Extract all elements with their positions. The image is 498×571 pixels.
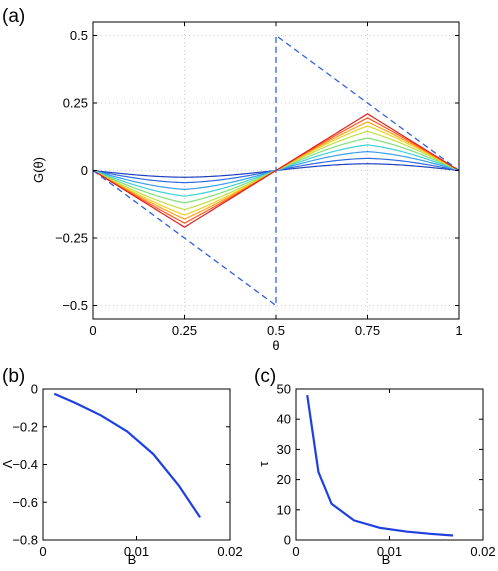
panel-c: (c) 0 0.01 0.02 0 10 20 30 40 50 B τ bbox=[254, 366, 496, 567]
panel-b-ylabel: Λ bbox=[0, 459, 15, 468]
panel-c-letter: (c) bbox=[254, 366, 276, 387]
x-tick-label: 0 bbox=[39, 544, 46, 559]
y-tick-label: −0.8 bbox=[12, 533, 38, 548]
x-tick-label: 0.01 bbox=[377, 544, 402, 559]
x-tick-label: 0.25 bbox=[172, 323, 197, 338]
y-tick-label: −0.4 bbox=[12, 457, 38, 472]
panel-c-ylabel: τ bbox=[256, 461, 271, 467]
series-line bbox=[306, 394, 454, 537]
panel-c-frame bbox=[295, 388, 484, 541]
y-tick-label: −0.2 bbox=[12, 419, 38, 434]
panel-b-xlabel: B bbox=[128, 552, 137, 567]
y-tick-label: 0 bbox=[284, 533, 291, 548]
panel-a-ylabel: G(θ) bbox=[31, 157, 46, 183]
panel-a-series-group bbox=[92, 34, 460, 307]
x-tick-label: 0.01 bbox=[124, 544, 149, 559]
panel-a-ticks: 0 0.25 0.5 0.75 1 −0.5 −0.25 0 0.25 0.5 bbox=[55, 22, 463, 338]
panel-b: (b) 0 0.01 0.02 −0.8 −0.6 −0.4 −0.2 0 B Λ bbox=[0, 366, 243, 567]
y-tick-label: 0.5 bbox=[70, 28, 88, 43]
y-tick-label: −0.5 bbox=[62, 298, 88, 313]
panel-b-frame bbox=[42, 388, 231, 541]
y-tick-label: 20 bbox=[277, 472, 291, 487]
series-line bbox=[53, 392, 201, 518]
x-tick-label: 1 bbox=[455, 323, 462, 338]
panel-c-ticks: 0 0.01 0.02 0 10 20 30 40 50 bbox=[277, 382, 496, 560]
y-tick-label: 10 bbox=[277, 502, 291, 517]
y-tick-label: 0 bbox=[31, 382, 38, 397]
panel-b-series-group bbox=[53, 392, 201, 518]
x-tick-label: 0 bbox=[292, 544, 299, 559]
limit-curve-dashed bbox=[92, 34, 460, 307]
x-tick-label: 0 bbox=[89, 323, 96, 338]
panel-a: (a) 0 0.25 0.5 0.75 1 −0.5 −0.25 0 0.25 0.5 θ G(θ… bbox=[2, 6, 463, 353]
panel-a-xlabel: θ bbox=[272, 338, 279, 353]
panel-b-letter: (b) bbox=[2, 366, 25, 387]
y-tick-label: 0 bbox=[81, 163, 88, 178]
y-tick-label: −0.25 bbox=[55, 231, 88, 246]
y-tick-label: 0.25 bbox=[63, 96, 88, 111]
panel-c-xlabel: B bbox=[382, 552, 391, 567]
x-tick-label: 0.02 bbox=[217, 544, 242, 559]
panel-a-letter: (a) bbox=[2, 6, 25, 27]
panel-b-ticks: 0 0.01 0.02 −0.8 −0.6 −0.4 −0.2 0 bbox=[12, 382, 242, 560]
x-tick-label: 0.02 bbox=[470, 544, 495, 559]
y-tick-label: 30 bbox=[277, 442, 291, 457]
y-tick-label: 40 bbox=[277, 412, 291, 427]
x-tick-label: 0.75 bbox=[355, 323, 380, 338]
y-tick-label: 50 bbox=[277, 382, 291, 397]
x-tick-label: 0.5 bbox=[267, 323, 285, 338]
y-tick-label: −0.6 bbox=[12, 495, 38, 510]
panel-c-series-group bbox=[306, 394, 454, 537]
